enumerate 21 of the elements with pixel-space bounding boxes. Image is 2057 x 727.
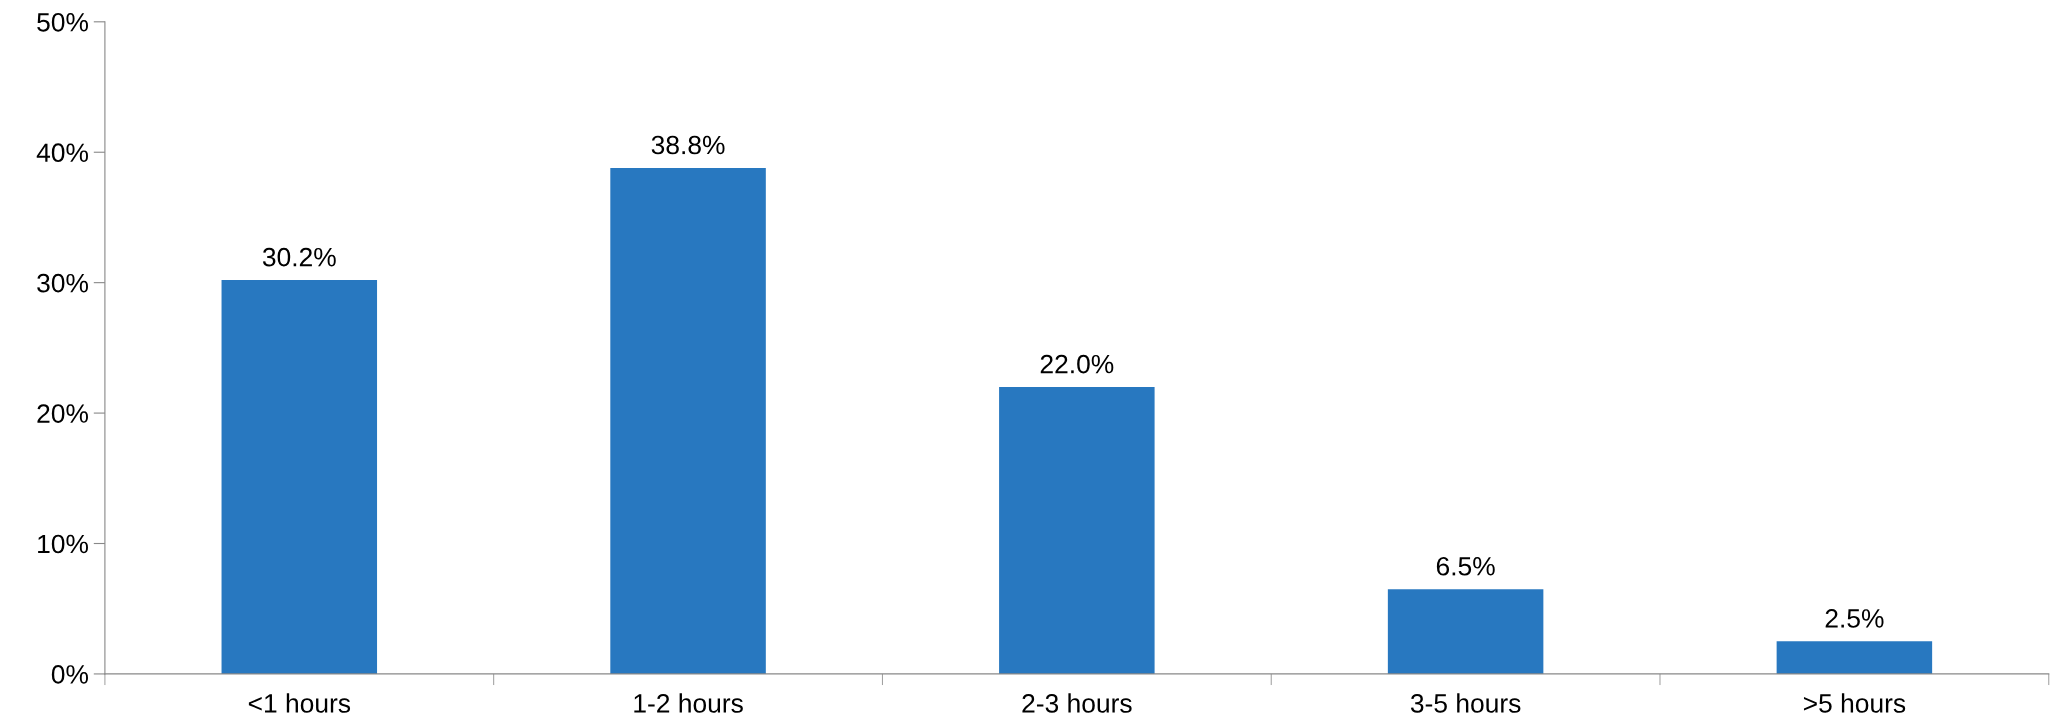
x-tick-label: 1-2 hours (634, 693, 743, 713)
y-tick-label: 30% (37, 273, 88, 293)
data-label: 2.5% (1825, 609, 1884, 628)
data-label: 38.8% (651, 135, 725, 155)
y-tick-label: 10% (38, 534, 88, 554)
x-tick-label: >5 hours (1803, 693, 1906, 713)
bar (1387, 589, 1544, 674)
x-tick-label: 2-3 hours (1022, 693, 1132, 713)
data-label: 22.0% (1040, 354, 1114, 374)
x-tick-label: 3-5 hours (1410, 693, 1521, 713)
bar (999, 387, 1155, 674)
data-label: 6.5% (1436, 556, 1495, 576)
y-tick-label: 0% (51, 665, 88, 684)
data-label: 30.2% (262, 247, 336, 267)
y-tick-label: 50% (37, 12, 88, 32)
bar (1776, 641, 1933, 674)
y-tick-label: 40% (36, 143, 88, 163)
bar (221, 280, 378, 674)
bar (610, 167, 766, 674)
x-tick-label: <1 hours (248, 693, 351, 713)
y-tick-label: 20% (37, 404, 88, 423)
